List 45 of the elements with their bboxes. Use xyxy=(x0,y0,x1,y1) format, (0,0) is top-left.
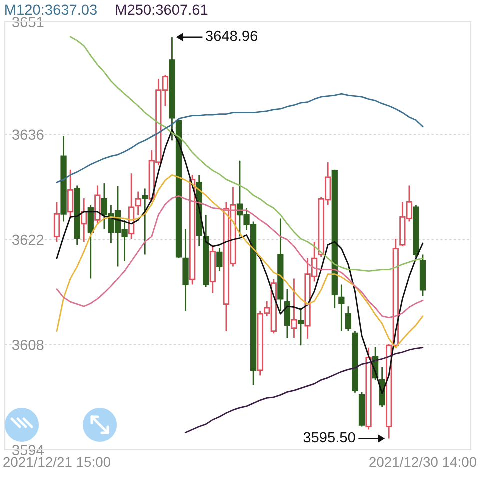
candlestick xyxy=(189,174,196,286)
candlestick xyxy=(338,284,345,332)
candlestick xyxy=(278,218,284,312)
candlestick xyxy=(386,343,392,440)
candlestick xyxy=(298,307,304,346)
candlestick xyxy=(284,288,291,339)
candlestick xyxy=(366,347,372,430)
y-tick-label: 3608 xyxy=(12,340,44,350)
candlestick xyxy=(60,135,67,222)
y-tick-label: 3636 xyxy=(12,130,44,140)
candlestick xyxy=(210,246,216,294)
candlestick xyxy=(169,36,176,142)
candlestick xyxy=(81,198,88,243)
candlestick xyxy=(135,191,142,216)
candlestick xyxy=(332,169,338,309)
line-series xyxy=(56,196,424,319)
candlestick xyxy=(420,254,426,297)
candlestick xyxy=(203,214,210,288)
line-series xyxy=(56,129,424,394)
line-series xyxy=(56,93,424,184)
line-series xyxy=(185,347,424,434)
candlestick xyxy=(392,238,399,349)
candlestick xyxy=(291,278,298,339)
candlestick xyxy=(128,172,135,240)
candlestick xyxy=(67,169,74,218)
text: M120:3637.03 xyxy=(6,4,97,16)
candlestick xyxy=(88,204,94,280)
line-series xyxy=(56,174,424,349)
candlestick xyxy=(413,204,420,258)
candlestick xyxy=(345,306,352,332)
x-tick-label: 2021/12/30 14:00 xyxy=(370,456,477,468)
candlestick xyxy=(352,330,358,394)
annotation: 3648.96 xyxy=(206,30,258,42)
annotation: 3595.50 xyxy=(304,432,356,443)
candlestick xyxy=(54,202,60,243)
candlestick xyxy=(182,228,189,312)
candlestick xyxy=(94,184,101,225)
candlestick xyxy=(74,184,80,246)
text: M250:3607.61 xyxy=(116,4,208,16)
y-tick-label: 3622 xyxy=(12,234,44,246)
x-tick-label: 2021/12/21 15:00 xyxy=(4,456,111,468)
candlestick xyxy=(358,391,366,428)
candlestick xyxy=(142,188,148,256)
candlestick xyxy=(216,247,223,272)
candlestick xyxy=(176,118,182,260)
